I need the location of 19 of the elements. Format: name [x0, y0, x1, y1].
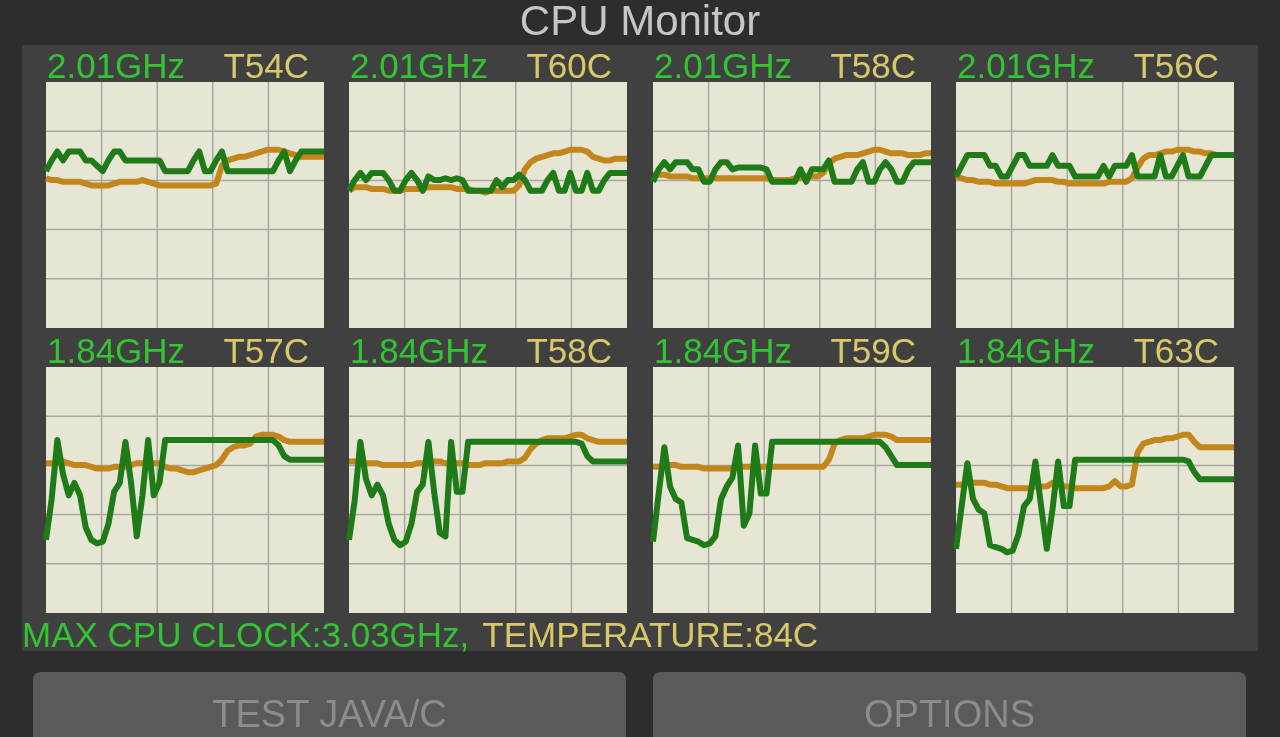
text: T56C: [1133, 46, 1219, 85]
text: 2.01GHz: [654, 46, 793, 85]
text: T58C: [830, 46, 916, 85]
text: T57C: [223, 331, 309, 370]
text: T54C: [223, 46, 309, 85]
text: 2.01GHz: [957, 46, 1096, 85]
text: T63C: [1133, 331, 1219, 370]
text: 1.84GHz: [47, 331, 186, 370]
text: T59C: [830, 331, 916, 370]
text: 1.84GHz: [350, 331, 489, 370]
text: MAX CPU CLOCK:3.03GHz,: [22, 615, 470, 654]
text: 1.84GHz: [957, 331, 1096, 370]
text: CPU Monitor: [519, 0, 761, 44]
text: T60C: [526, 46, 612, 85]
text: 2.01GHz: [350, 46, 489, 85]
text: TEMPERATURE:84C: [482, 615, 819, 654]
text: 2.01GHz: [47, 46, 186, 85]
text: T58C: [526, 331, 612, 370]
text: 1.84GHz: [654, 331, 793, 370]
